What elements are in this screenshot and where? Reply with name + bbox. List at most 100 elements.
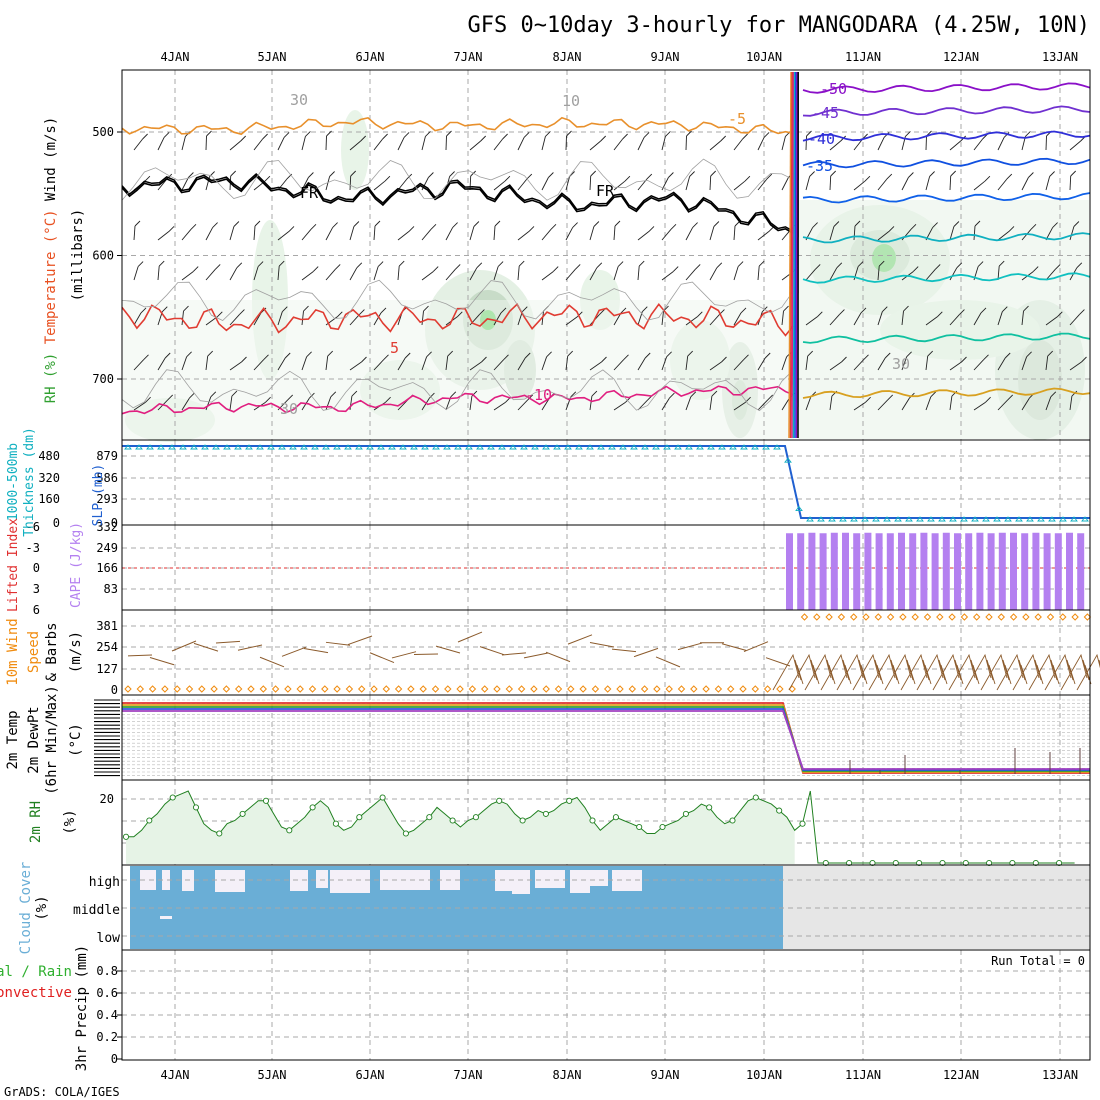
y-axis-label: 2m Temp [5,710,21,769]
wind-barb [1069,175,1072,191]
wind-barb-flag [929,171,935,177]
wind-barb [277,231,290,241]
wind-barb-flag [326,130,332,137]
y-axis-label: 2m RH [28,801,44,843]
wind-barb [205,135,207,151]
wind-barb [493,401,506,411]
wind-barb [349,361,362,371]
wind-barb-10m [523,652,549,659]
wind-barb-flag [350,170,357,177]
total-rain-label: Total / Rain [0,964,72,980]
wind-barb [253,225,256,241]
wind-barb-flag [262,133,268,140]
thickness-marker [960,516,968,522]
wind-barb [829,314,840,326]
wind-speed-marker [603,685,612,693]
rh-point [472,814,479,821]
cloud-gap [316,870,328,888]
wind-barb-flag [812,222,818,228]
wind-barb [709,396,713,411]
wind-barb [685,356,689,371]
slp-tick-label: 293 [96,492,118,506]
thickness-marker [179,444,187,450]
wind-barb [949,396,953,411]
wind-barb [757,357,766,371]
rh-point [356,814,363,821]
wind-barb-flag [1026,351,1032,358]
date-label-bottom: 12JAN [943,1068,979,1082]
wind-barb-flag [737,261,744,267]
li-tick-label: 6 [33,603,40,617]
wind-barb [301,271,314,281]
thickness-marker [278,444,286,450]
wind-barb-10m [996,653,1028,691]
temperature-contour [121,385,794,415]
wind-speed-marker [923,613,932,621]
wind-barb-flag [257,261,264,267]
wind-barb-10m [259,656,285,668]
wind-barb-flag [134,220,141,227]
wind-barb [757,178,768,191]
wind-speed-marker [1046,613,1055,621]
wind-barb-flag [743,354,749,361]
wind-barb [445,269,456,281]
wind-barb-flag [644,352,651,359]
wind-barb-flag [839,309,845,315]
wind-speed-marker [345,685,354,693]
wind-barb-10m [281,646,307,657]
wind-barb [493,266,499,281]
wind-barb [709,361,722,371]
thickness-marker [1026,516,1034,522]
wind-barb-flag [428,172,434,178]
wind-barb-flag [641,306,648,313]
wind-barb-flag [429,392,435,399]
wind-barb-flag [956,262,963,269]
wind-barb-10m [677,642,703,651]
cape-bar [987,533,995,610]
wind-barb-flag [961,356,967,363]
wind-barb-10m [435,645,461,654]
wind-barb-flag [481,356,487,363]
cloud-gap [160,916,172,919]
wind-barb [925,135,927,151]
cape-bar [1032,532,1040,610]
wind-barb-flag [764,352,771,359]
thickness-marker [729,444,737,450]
wind-barb-flag [398,260,405,267]
thickness-marker [344,444,352,450]
wind-barb-flag [479,309,485,315]
cape-bar [1021,533,1029,610]
contour-label: 30 [280,400,298,418]
wind-speed-marker [702,685,710,693]
wind-barb-flag [183,305,189,312]
wind-barb-flag [306,351,312,358]
wind-barb-flag [617,261,624,267]
y-tick-label: 600 [92,249,114,263]
thickness-marker [850,516,858,522]
wind-barb-10m [932,653,964,691]
wind-barb [181,271,194,281]
wind-barb [661,271,674,281]
wind-barb [421,136,426,151]
wind-barb [661,229,672,241]
wind-barb-flag [1049,171,1055,177]
chart-title: GFS 0~10day 3-hourly for MANGODARA (4.25… [467,13,1090,38]
wind-barb [901,229,912,241]
y-axis-label: 1000-500mb [6,443,21,521]
wind-barb-flag [572,222,578,228]
wind-barb-flag [545,131,551,137]
thickness-marker [542,444,550,450]
wind-barb [661,397,670,411]
wind-barb [157,266,160,281]
wind-speed-marker [849,613,858,621]
wind-barb-flag [384,175,391,182]
wind-barb [973,359,984,371]
wind-barb-10m [633,647,659,658]
rh-point [986,859,993,867]
wind-barb-flag [145,396,151,403]
wind-barb-flag [744,175,751,182]
wind-barb [1045,396,1052,411]
thickness-marker [201,444,209,450]
wind-speed-marker [124,685,132,693]
wind-barb [589,175,592,191]
